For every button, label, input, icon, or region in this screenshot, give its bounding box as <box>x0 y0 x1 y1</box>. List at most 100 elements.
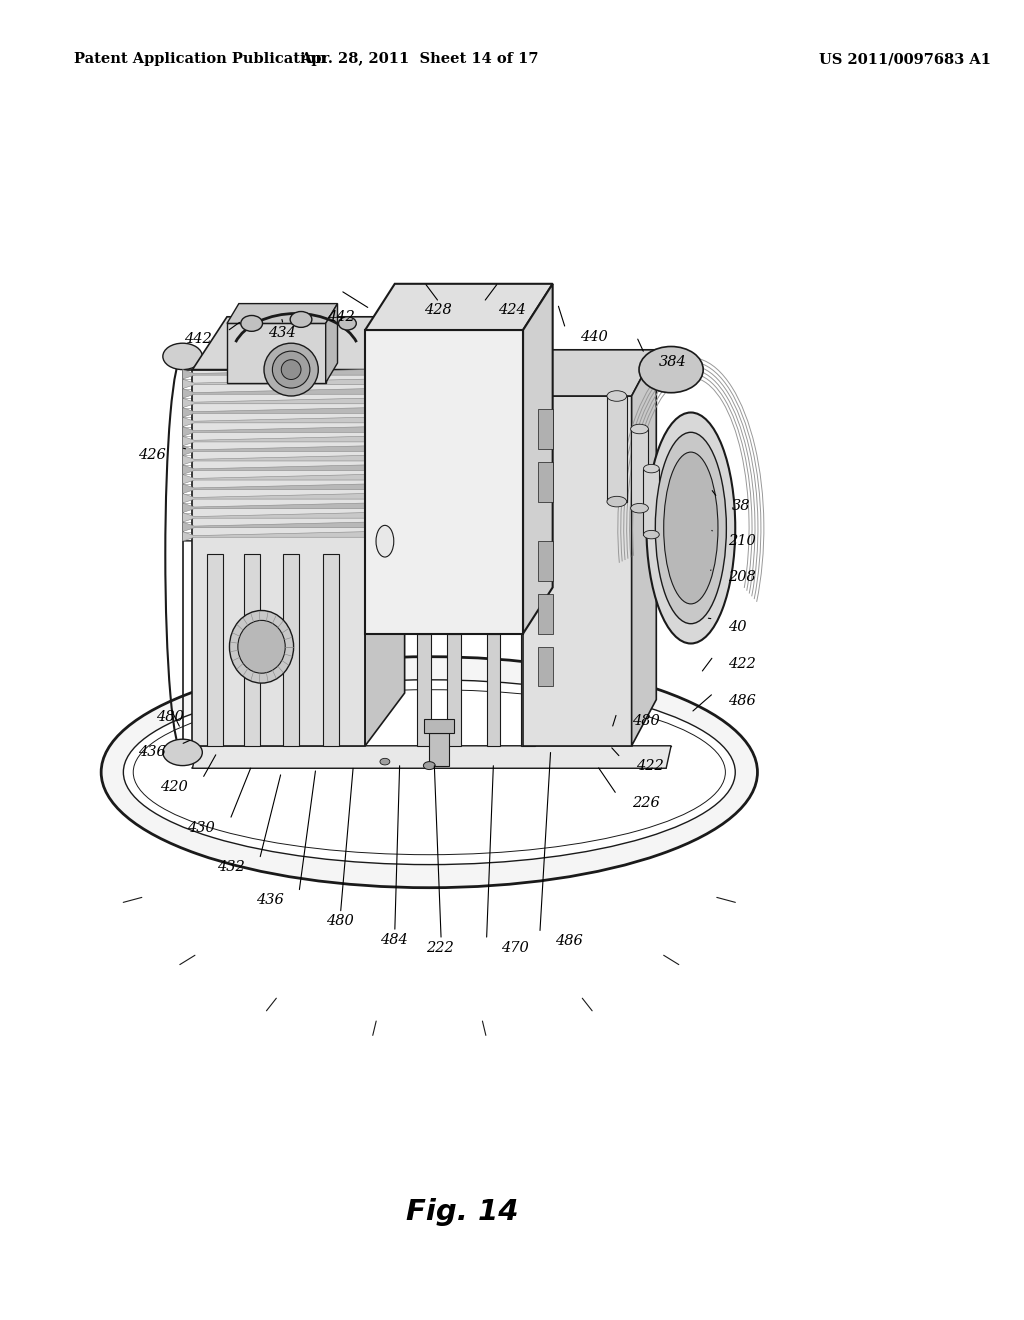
Polygon shape <box>521 634 535 746</box>
Polygon shape <box>486 634 501 746</box>
Ellipse shape <box>631 424 648 434</box>
Polygon shape <box>182 484 366 494</box>
Polygon shape <box>227 304 338 323</box>
Polygon shape <box>193 317 404 370</box>
Polygon shape <box>182 494 366 503</box>
Polygon shape <box>182 446 366 455</box>
Ellipse shape <box>163 343 203 370</box>
Polygon shape <box>632 350 656 746</box>
Text: 486: 486 <box>555 935 583 948</box>
Text: 384: 384 <box>659 355 687 368</box>
Ellipse shape <box>123 680 735 865</box>
Polygon shape <box>193 746 671 768</box>
Polygon shape <box>538 462 553 502</box>
Text: 210: 210 <box>728 535 756 548</box>
Polygon shape <box>182 426 366 437</box>
Polygon shape <box>182 437 366 446</box>
Polygon shape <box>631 429 648 508</box>
Polygon shape <box>523 396 632 746</box>
Ellipse shape <box>607 391 627 401</box>
Text: 442: 442 <box>328 310 355 323</box>
Polygon shape <box>182 388 366 399</box>
Text: 226: 226 <box>632 796 659 809</box>
Polygon shape <box>538 647 553 686</box>
Ellipse shape <box>101 657 758 888</box>
Text: 486: 486 <box>728 694 756 708</box>
Polygon shape <box>643 469 659 535</box>
Polygon shape <box>207 554 223 746</box>
Text: Apr. 28, 2011  Sheet 14 of 17: Apr. 28, 2011 Sheet 14 of 17 <box>300 53 539 66</box>
Text: 420: 420 <box>160 780 187 793</box>
Polygon shape <box>538 409 553 449</box>
Polygon shape <box>538 541 553 581</box>
Polygon shape <box>182 455 366 465</box>
Ellipse shape <box>229 610 294 682</box>
Ellipse shape <box>607 496 627 507</box>
Ellipse shape <box>264 343 318 396</box>
Ellipse shape <box>290 312 312 327</box>
Text: Patent Application Publication: Patent Application Publication <box>74 53 326 66</box>
Polygon shape <box>193 370 366 746</box>
Text: 480: 480 <box>156 710 183 723</box>
Polygon shape <box>284 554 299 746</box>
Polygon shape <box>182 532 366 541</box>
Ellipse shape <box>272 351 310 388</box>
Polygon shape <box>182 523 366 532</box>
Text: 470: 470 <box>502 941 529 954</box>
Text: 440: 440 <box>581 330 608 343</box>
Polygon shape <box>182 379 366 388</box>
Polygon shape <box>182 408 366 417</box>
Ellipse shape <box>631 503 648 513</box>
Polygon shape <box>182 503 366 512</box>
Ellipse shape <box>655 433 726 624</box>
Text: US 2011/0097683 A1: US 2011/0097683 A1 <box>819 53 991 66</box>
Text: 426: 426 <box>138 449 166 462</box>
Ellipse shape <box>241 315 262 331</box>
Text: 442: 442 <box>184 333 212 346</box>
Text: Fig. 14: Fig. 14 <box>406 1197 518 1226</box>
Ellipse shape <box>643 465 659 473</box>
Polygon shape <box>244 554 259 746</box>
Polygon shape <box>227 323 326 383</box>
Text: 38: 38 <box>732 499 751 512</box>
Polygon shape <box>182 474 366 484</box>
Polygon shape <box>182 465 366 474</box>
Polygon shape <box>326 304 338 383</box>
Ellipse shape <box>376 525 394 557</box>
Ellipse shape <box>664 451 718 605</box>
Polygon shape <box>447 634 461 746</box>
Ellipse shape <box>646 412 735 644</box>
Polygon shape <box>323 554 339 746</box>
Text: 480: 480 <box>326 915 353 928</box>
Ellipse shape <box>380 758 390 764</box>
Ellipse shape <box>282 359 301 380</box>
Ellipse shape <box>643 531 659 539</box>
Polygon shape <box>538 594 553 634</box>
Polygon shape <box>424 719 454 733</box>
Text: 40: 40 <box>728 620 746 634</box>
Text: 422: 422 <box>636 759 664 772</box>
Polygon shape <box>366 330 523 634</box>
Polygon shape <box>366 317 404 746</box>
Text: 222: 222 <box>426 941 454 954</box>
Polygon shape <box>182 370 366 379</box>
Ellipse shape <box>339 317 356 330</box>
Text: 430: 430 <box>187 821 215 834</box>
Polygon shape <box>523 350 656 396</box>
Ellipse shape <box>238 620 286 673</box>
Text: 436: 436 <box>256 894 285 907</box>
Text: 428: 428 <box>424 304 453 317</box>
Polygon shape <box>523 284 553 634</box>
Text: 432: 432 <box>217 861 245 874</box>
Text: 208: 208 <box>728 570 756 583</box>
Text: 480: 480 <box>632 714 659 727</box>
Polygon shape <box>429 733 450 766</box>
Ellipse shape <box>639 346 703 393</box>
Text: 434: 434 <box>268 326 296 339</box>
Polygon shape <box>366 284 553 330</box>
Polygon shape <box>182 399 366 408</box>
Ellipse shape <box>163 739 203 766</box>
Polygon shape <box>607 396 627 502</box>
Text: 424: 424 <box>499 304 526 317</box>
Ellipse shape <box>423 762 435 770</box>
